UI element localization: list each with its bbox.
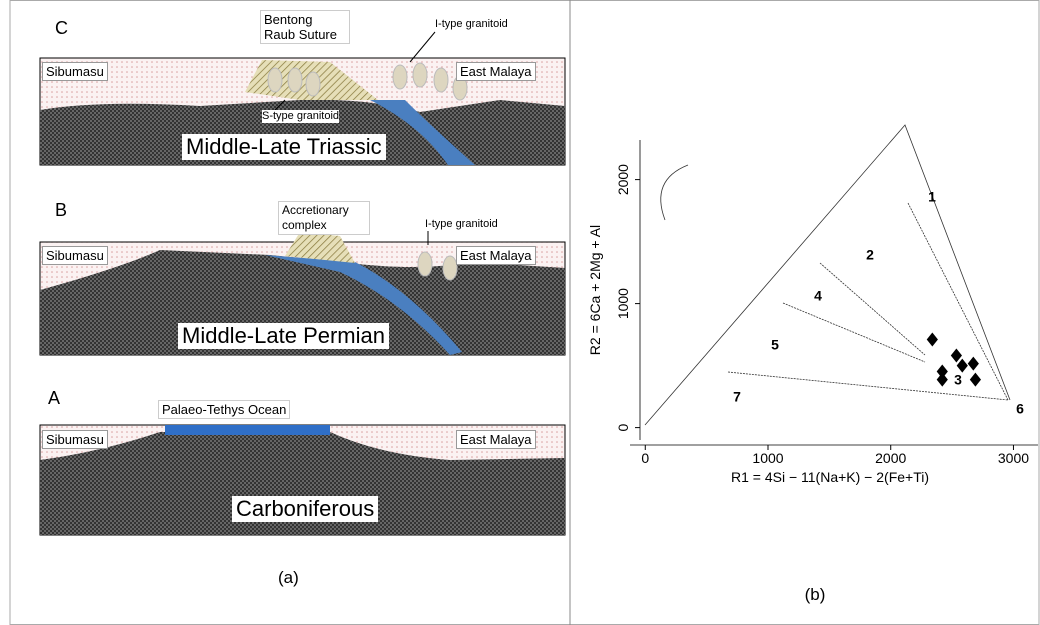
figure: R2 = 6Ca + 2Mg + Al R1 = 4Si − 11(Na+K) … bbox=[0, 0, 1040, 625]
period: Middle-Late Triassic bbox=[182, 134, 386, 160]
x-tick-label: 2000 bbox=[875, 450, 906, 466]
field-boundary bbox=[728, 372, 1008, 400]
east-label: East Malaya bbox=[456, 62, 536, 81]
ocean bbox=[165, 425, 330, 435]
caption: (b) bbox=[805, 585, 826, 604]
period: Middle-Late Permian bbox=[178, 323, 389, 349]
y-axis-label: R2 = 6Ca + 2Mg + Al bbox=[587, 225, 603, 355]
granitoid bbox=[268, 68, 282, 92]
west-label: Sibumasu bbox=[42, 430, 108, 449]
note: Accretionary complex bbox=[278, 201, 370, 235]
x-tick-label: 1000 bbox=[752, 450, 783, 466]
note: Palaeo-Tethys Ocean bbox=[158, 400, 290, 419]
region-label: 4 bbox=[814, 288, 822, 304]
section-letter: A bbox=[48, 388, 60, 409]
point bbox=[937, 373, 948, 387]
granitoid bbox=[413, 63, 427, 87]
x-tick-label: 3000 bbox=[998, 450, 1029, 466]
note: I-type granitoid bbox=[425, 218, 498, 231]
section-letter: B bbox=[55, 200, 67, 221]
point bbox=[968, 357, 979, 371]
east-label: East Malaya bbox=[456, 430, 536, 449]
y-tick-label: 1000 bbox=[615, 288, 631, 319]
section-letter: C bbox=[55, 18, 68, 39]
x-tick-label: 0 bbox=[641, 450, 649, 466]
region-label: 3 bbox=[954, 372, 962, 388]
region-label: 5 bbox=[771, 337, 779, 353]
y-tick-label: 2000 bbox=[615, 164, 631, 195]
mark bbox=[661, 165, 688, 220]
note: S-type granitoid bbox=[262, 110, 339, 123]
field-boundary bbox=[820, 263, 925, 355]
granitoid bbox=[418, 252, 432, 276]
granitoid bbox=[393, 65, 407, 89]
east-label: East Malaya bbox=[456, 246, 536, 265]
field-boundary bbox=[783, 303, 925, 362]
region-label: 6 bbox=[1016, 401, 1024, 417]
region-label: 7 bbox=[733, 389, 741, 405]
point bbox=[951, 349, 962, 363]
note: Bentong Raub Suture bbox=[260, 10, 350, 44]
west-label: Sibumasu bbox=[42, 246, 108, 265]
region-label: 1 bbox=[928, 189, 936, 205]
caption: (a) bbox=[278, 568, 299, 588]
point bbox=[957, 359, 968, 373]
granitoid bbox=[434, 68, 448, 92]
region-label: 2 bbox=[866, 247, 874, 263]
granitoid bbox=[306, 72, 320, 96]
x-axis-label: R1 = 4Si − 11(Na+K) − 2(Fe+Ti) bbox=[731, 469, 929, 485]
granitoid bbox=[443, 256, 457, 280]
west-label: Sibumasu bbox=[42, 62, 108, 81]
y-tick-label: 0 bbox=[615, 423, 631, 431]
period: Carboniferous bbox=[232, 496, 378, 522]
figure-svg: R2 = 6Ca + 2Mg + Al R1 = 4Si − 11(Na+K) … bbox=[0, 0, 1040, 625]
field-boundary bbox=[908, 203, 1008, 400]
point bbox=[970, 373, 981, 387]
point bbox=[927, 333, 938, 347]
granitoid bbox=[288, 68, 302, 92]
note: I-type granitoid bbox=[435, 18, 508, 31]
fields bbox=[630, 125, 1038, 445]
